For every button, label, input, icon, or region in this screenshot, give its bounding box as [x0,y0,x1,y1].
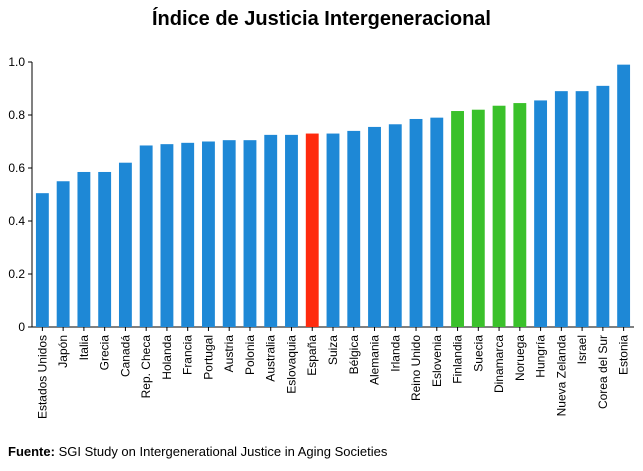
x-tick-label: Noruega [513,335,527,381]
x-tick-label: Holanda [160,335,174,380]
bar [388,124,402,328]
bar [56,181,70,327]
bar [118,162,132,327]
bar [534,100,548,327]
bar [35,193,49,327]
y-tick-label: 0.4 [8,214,25,228]
y-tick-label: 0.6 [8,161,25,175]
x-tick-label: Eslovenia [430,335,444,387]
bar [305,133,319,327]
bar [430,117,444,328]
x-tick-label: Bélgica [347,335,361,375]
bar [471,109,485,327]
bar [160,144,174,327]
x-tick-label: Grecia [98,335,112,371]
bar [409,118,423,327]
x-tick-label: Portugal [201,335,215,380]
x-tick-label: Eslovaquia [284,335,298,394]
chart-title: Índice de Justicia Intergeneracional [151,8,491,30]
x-tick-label: Austria [222,335,236,373]
x-tick-label: Francia [181,335,195,375]
x-tick-label: Rep. Checa [139,335,153,399]
bar [513,103,527,327]
bar [596,85,610,327]
bar [492,105,506,327]
source-text: SGI Study on Intergenerational Justice i… [54,444,388,459]
bar [98,171,112,327]
bar [222,140,236,327]
x-tick-label: Polonia [243,335,257,375]
x-tick-label: Corea del Sur [596,335,610,409]
x-tick-label: Alemania [368,335,382,385]
x-tick-label: Reino Unido [409,335,423,401]
bars [35,64,631,328]
x-tick-label: Suecia [471,335,485,372]
x-tick-label: Israel [575,335,589,364]
bar [347,130,361,327]
bar [368,126,381,327]
bar [202,141,215,327]
y-tick-label: 0 [18,320,25,334]
x-tick-label: Japón [56,335,70,368]
bar [326,133,340,327]
bar [243,140,257,327]
source-label: Fuente: [8,444,55,459]
bar [285,134,298,327]
source-note: Fuente: SGI Study on Intergenerational J… [8,444,387,459]
bar [554,91,568,328]
bar [139,145,153,327]
x-tick-label: Italia [77,335,91,361]
x-tick-label: Australia [264,335,278,382]
y-tick-label: 0.8 [8,108,25,122]
x-tick-label: Nueva Zelanda [554,335,568,417]
x-tick-label: España [305,335,319,376]
bar [451,111,464,328]
x-tick-label: Estonia [617,335,631,375]
x-tick-label: Estados Unidos [35,335,49,419]
bar [264,134,278,327]
bar [181,142,195,327]
x-tick-label: Suiza [326,335,340,365]
bar [77,171,91,327]
y-tick-label: 1.0 [8,55,25,69]
x-tick-label: Irlanda [388,335,402,372]
x-tick-labels: Estados Unidos Japón Italia Grecia Canadá Rep… [35,335,630,419]
bar [575,91,589,328]
x-tick-label: Finlandia [451,335,465,384]
x-tick-label: Hungría [534,335,548,378]
y-tick-labels: 0 0.2 0.4 0.6 0.8 1.0 [8,55,25,334]
x-tick-label: Dinamarca [492,335,506,393]
x-tick-label: Canadá [118,335,132,377]
y-tick-label: 0.2 [8,267,25,281]
bar [617,64,631,328]
